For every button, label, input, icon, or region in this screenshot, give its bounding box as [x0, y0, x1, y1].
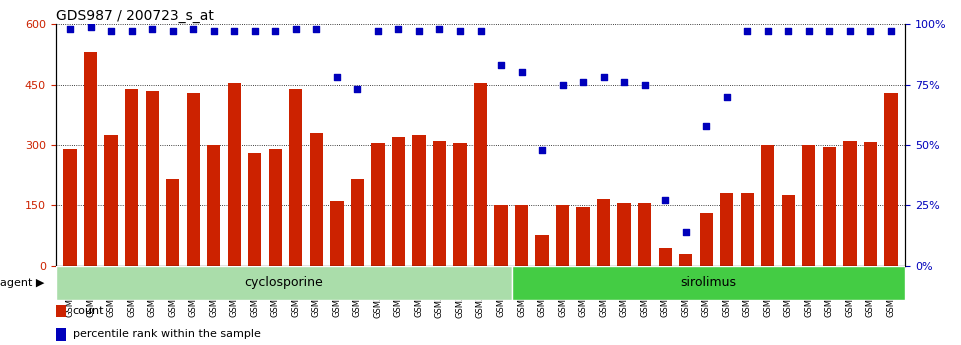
Bar — [720, 193, 733, 266]
Point — [124, 29, 139, 34]
Point — [206, 29, 221, 34]
Bar — [331, 201, 343, 266]
Point — [514, 70, 530, 75]
Bar — [432, 141, 446, 266]
Point — [719, 94, 734, 99]
Text: percentile rank within the sample: percentile rank within the sample — [73, 329, 260, 339]
Bar — [56, 328, 66, 341]
Point — [616, 79, 631, 85]
Point — [596, 75, 611, 80]
Point — [822, 29, 837, 34]
Point — [740, 29, 755, 34]
Bar — [679, 254, 692, 266]
Bar — [597, 199, 610, 266]
Point — [83, 24, 98, 29]
Bar — [392, 137, 406, 266]
Point — [227, 29, 242, 34]
Bar — [269, 149, 282, 266]
Bar — [207, 145, 220, 266]
Bar — [56, 266, 511, 300]
Point — [288, 26, 304, 32]
Bar — [454, 143, 467, 266]
Bar — [515, 205, 529, 266]
Bar — [494, 205, 507, 266]
Point — [699, 123, 714, 128]
Point — [104, 29, 119, 34]
Point — [431, 26, 447, 32]
Point — [883, 29, 899, 34]
Bar — [309, 133, 323, 266]
Point — [62, 26, 78, 32]
Point — [453, 29, 468, 34]
Bar — [577, 207, 590, 266]
Bar — [884, 92, 898, 266]
Text: count: count — [73, 306, 104, 316]
Bar — [802, 145, 816, 266]
Point — [308, 26, 324, 32]
Bar — [474, 82, 487, 266]
Point — [842, 29, 857, 34]
Point — [350, 87, 365, 92]
Bar — [371, 143, 384, 266]
Point — [576, 79, 591, 85]
Bar — [618, 203, 630, 266]
Bar — [248, 153, 261, 266]
Point — [391, 26, 407, 32]
Point — [637, 82, 653, 87]
Bar — [125, 89, 138, 266]
Point — [863, 29, 878, 34]
Bar — [289, 89, 303, 266]
Point — [554, 82, 570, 87]
Point — [165, 29, 181, 34]
Bar — [864, 142, 877, 266]
Bar — [63, 149, 77, 266]
Bar — [781, 195, 795, 266]
Text: agent ▶: agent ▶ — [0, 278, 44, 288]
Bar — [823, 147, 836, 266]
Bar — [555, 205, 569, 266]
Point — [678, 229, 694, 235]
Point — [411, 29, 427, 34]
Point — [144, 26, 160, 32]
Point — [247, 29, 262, 34]
Point — [534, 147, 550, 152]
Bar — [658, 248, 672, 266]
Bar — [84, 52, 97, 266]
Bar — [56, 305, 66, 317]
Point — [657, 198, 673, 203]
Bar — [105, 135, 118, 266]
Bar — [761, 145, 775, 266]
Point — [493, 62, 508, 68]
Bar — [228, 82, 241, 266]
Bar — [351, 179, 364, 266]
Point — [801, 29, 817, 34]
Point — [473, 29, 488, 34]
Bar — [511, 266, 905, 300]
Bar — [700, 213, 713, 266]
Point — [185, 26, 201, 32]
Bar — [186, 92, 200, 266]
Point — [760, 29, 776, 34]
Text: GDS987 / 200723_s_at: GDS987 / 200723_s_at — [56, 9, 213, 23]
Point — [330, 75, 345, 80]
Bar — [535, 235, 549, 266]
Bar — [741, 193, 754, 266]
Bar — [166, 179, 180, 266]
Point — [370, 29, 385, 34]
Bar — [843, 141, 856, 266]
Bar — [638, 203, 652, 266]
Text: cyclosporine: cyclosporine — [244, 276, 323, 289]
Point — [780, 29, 796, 34]
Point — [267, 29, 283, 34]
Text: sirolimus: sirolimus — [680, 276, 736, 289]
Bar — [145, 91, 159, 266]
Bar — [412, 135, 426, 266]
